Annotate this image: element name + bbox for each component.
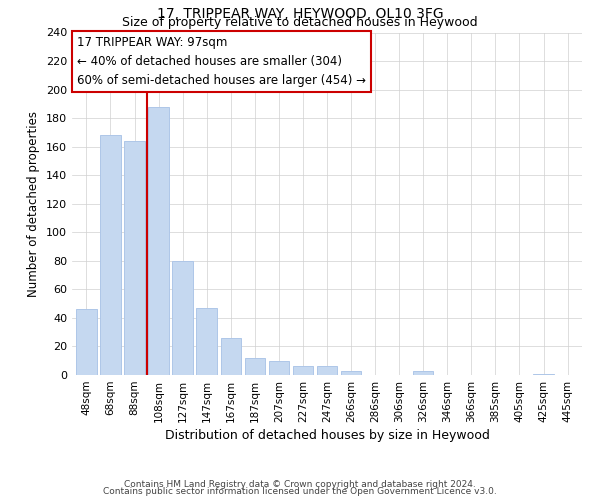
Y-axis label: Number of detached properties: Number of detached properties [28,111,40,296]
Bar [341,370,361,375]
Bar [245,358,265,375]
Bar [100,135,121,375]
Bar [317,366,337,375]
Bar [221,338,241,375]
Bar [76,310,97,375]
Bar [269,360,289,375]
Bar [293,366,313,375]
Text: Size of property relative to detached houses in Heywood: Size of property relative to detached ho… [122,16,478,29]
Text: 17 TRIPPEAR WAY: 97sqm
← 40% of detached houses are smaller (304)
60% of semi-de: 17 TRIPPEAR WAY: 97sqm ← 40% of detached… [77,36,366,87]
Text: 17, TRIPPEAR WAY, HEYWOOD, OL10 3FG: 17, TRIPPEAR WAY, HEYWOOD, OL10 3FG [157,8,443,22]
Text: Contains public sector information licensed under the Open Government Licence v3: Contains public sector information licen… [103,487,497,496]
Bar [413,370,433,375]
Text: Contains HM Land Registry data © Crown copyright and database right 2024.: Contains HM Land Registry data © Crown c… [124,480,476,489]
Bar [124,141,145,375]
Bar [533,374,554,375]
Bar [148,106,169,375]
Bar [172,261,193,375]
X-axis label: Distribution of detached houses by size in Heywood: Distribution of detached houses by size … [164,429,490,442]
Bar [196,308,217,375]
